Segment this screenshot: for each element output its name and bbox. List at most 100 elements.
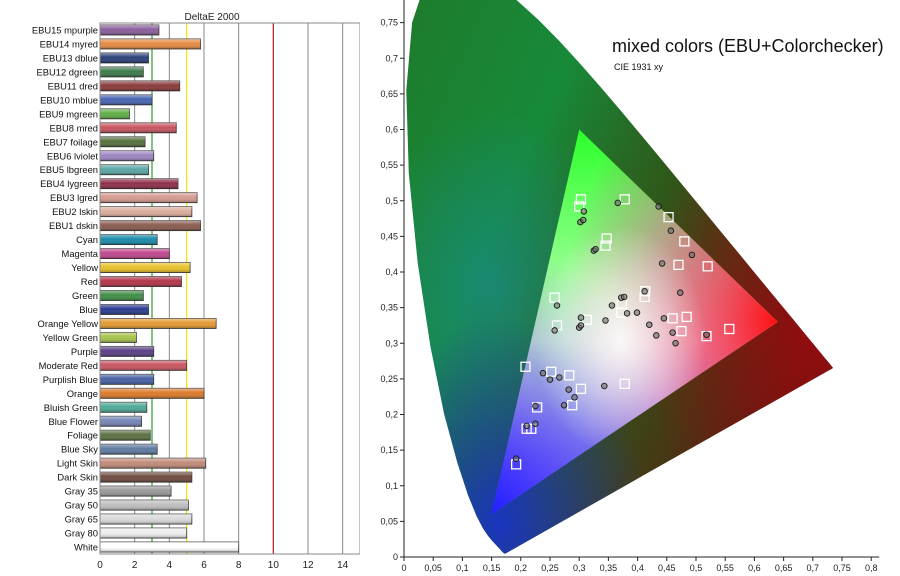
bar-x-tick-label: 10 (268, 560, 280, 571)
bar-category-label: EBU3 lgred (50, 192, 98, 203)
measured-point (512, 455, 520, 462)
target-point (663, 211, 674, 223)
measured-point (560, 401, 568, 409)
target-point (702, 261, 713, 272)
bar-x-tick-label: 2 (132, 560, 138, 571)
y-tick-label: 0,75 (380, 18, 398, 28)
y-tick-label: 0,6 (385, 125, 398, 135)
y-tick-label: 0,45 (380, 231, 398, 241)
y-tick-label: 0,15 (380, 445, 398, 455)
measured-point (571, 394, 578, 401)
measured-point (688, 251, 696, 259)
bar-shading (100, 444, 158, 455)
measured-point (667, 227, 675, 234)
bar-shading (100, 38, 201, 49)
measured-point (523, 422, 530, 430)
x-tick-label: 0,3 (573, 563, 586, 573)
deltae-bar-chart: DeltaE 2000 EBU15 mpurple EBU14 myred EBU1… (32, 12, 360, 571)
target-point (681, 311, 692, 323)
measured-point (633, 309, 641, 316)
gamut-triangle-shading (491, 129, 778, 515)
x-tick-label: 0,8 (865, 563, 878, 573)
bar-shading (100, 108, 130, 119)
bar-category-label: Blue Sky (61, 444, 98, 455)
x-tick-label: 0,15 (483, 563, 501, 573)
measured-point (669, 329, 676, 336)
target-point (520, 361, 531, 372)
x-tick-label: 0,25 (541, 563, 559, 573)
x-tick-label: 0,05 (424, 563, 442, 573)
bar-shading (100, 122, 177, 133)
bar-shading (100, 276, 182, 287)
measured-point (580, 216, 587, 224)
y-tick-label: 0,7 (385, 53, 398, 63)
bar-shading (100, 304, 149, 315)
target-point (640, 286, 651, 297)
bar-category-label: EBU1 dskin (49, 220, 98, 231)
bar-shading (100, 234, 158, 245)
target-point (600, 240, 611, 251)
bar-category-label: Orange Yellow (38, 318, 99, 329)
bar-plot-frame (99, 22, 360, 555)
bar-category-label: Dark Skin (57, 472, 98, 483)
bar-category-label: EBU7 foilage (43, 136, 98, 147)
bar-x-tick-label: 12 (302, 560, 314, 571)
y-tick-label: 0,1 (385, 481, 398, 491)
bar-category-label: EBU5 lbgreen (40, 164, 98, 175)
bar-shading (100, 192, 198, 203)
bar-shading (100, 402, 147, 413)
measured-point (592, 245, 599, 253)
measured-point (565, 386, 572, 393)
bar-category-label: Light Skin (57, 458, 98, 469)
bar-shading (100, 332, 137, 343)
y-tick-label: 0 (393, 552, 398, 562)
bar-category-label: Orange (67, 388, 98, 399)
x-tick-label: 0,75 (833, 563, 851, 573)
bar-category-label: Green (72, 290, 98, 301)
target-point (567, 400, 578, 411)
bar-category-label: EBU11 dred (48, 80, 98, 91)
y-tick-label: 0,25 (380, 374, 398, 384)
measured-point (556, 374, 563, 381)
bar-category-label: EBU15 mpurple (32, 24, 98, 35)
bar-shading (100, 150, 154, 161)
bar-category-label: Cyan (76, 234, 98, 245)
measured-point (658, 260, 666, 267)
bar-category-label: Blue Flower (49, 416, 99, 427)
bar-x-tick-label: 8 (236, 560, 242, 571)
bar-shading (100, 80, 180, 91)
measured-point (539, 369, 547, 377)
bar-shading (100, 318, 217, 329)
x-tick-label: 0,6 (748, 563, 761, 573)
cie-xy-chart: 0 0,05 0,1 0,15 0,2 0,25 0,3 0,35 0,4 0,45 0,5 0,55… (380, 0, 880, 573)
bar-category-label: EBU10 mblue (40, 94, 98, 105)
bar-category-label: White (74, 542, 98, 553)
measured-point (641, 287, 648, 295)
x-tick-label: 0,4 (631, 563, 644, 573)
x-tick-label: 0,35 (600, 563, 618, 573)
x-tick-label: 0,45 (658, 563, 676, 573)
bar-category-label: EBU8 mred (50, 122, 98, 133)
bar-shading (100, 514, 192, 525)
x-tick-label: 0,5 (690, 563, 703, 573)
bar-shading (100, 220, 201, 231)
bar-category-label: EBU13 dblue (43, 52, 98, 63)
target-point (574, 201, 585, 212)
bar-chart-title: DeltaE 2000 (184, 12, 239, 23)
bar-category-label: Blue (79, 304, 98, 315)
bar-category-label: EBU12 dgreen (36, 66, 98, 77)
measured-point (553, 302, 561, 309)
measured-point (620, 293, 628, 301)
y-tick-label: 0,65 (380, 89, 398, 99)
bar-shading (100, 472, 192, 483)
y-tick-label: 0,3 (385, 338, 398, 348)
measured-point (660, 315, 668, 322)
measured-point (655, 203, 662, 210)
bar-shading (100, 94, 152, 105)
bar-category-label: EBU14 myred (40, 38, 98, 49)
measured-point (577, 314, 585, 321)
target-point (724, 323, 735, 335)
target-point (619, 194, 630, 205)
bar-category-label: Yellow Green (43, 332, 98, 343)
bar-shading (100, 136, 146, 147)
